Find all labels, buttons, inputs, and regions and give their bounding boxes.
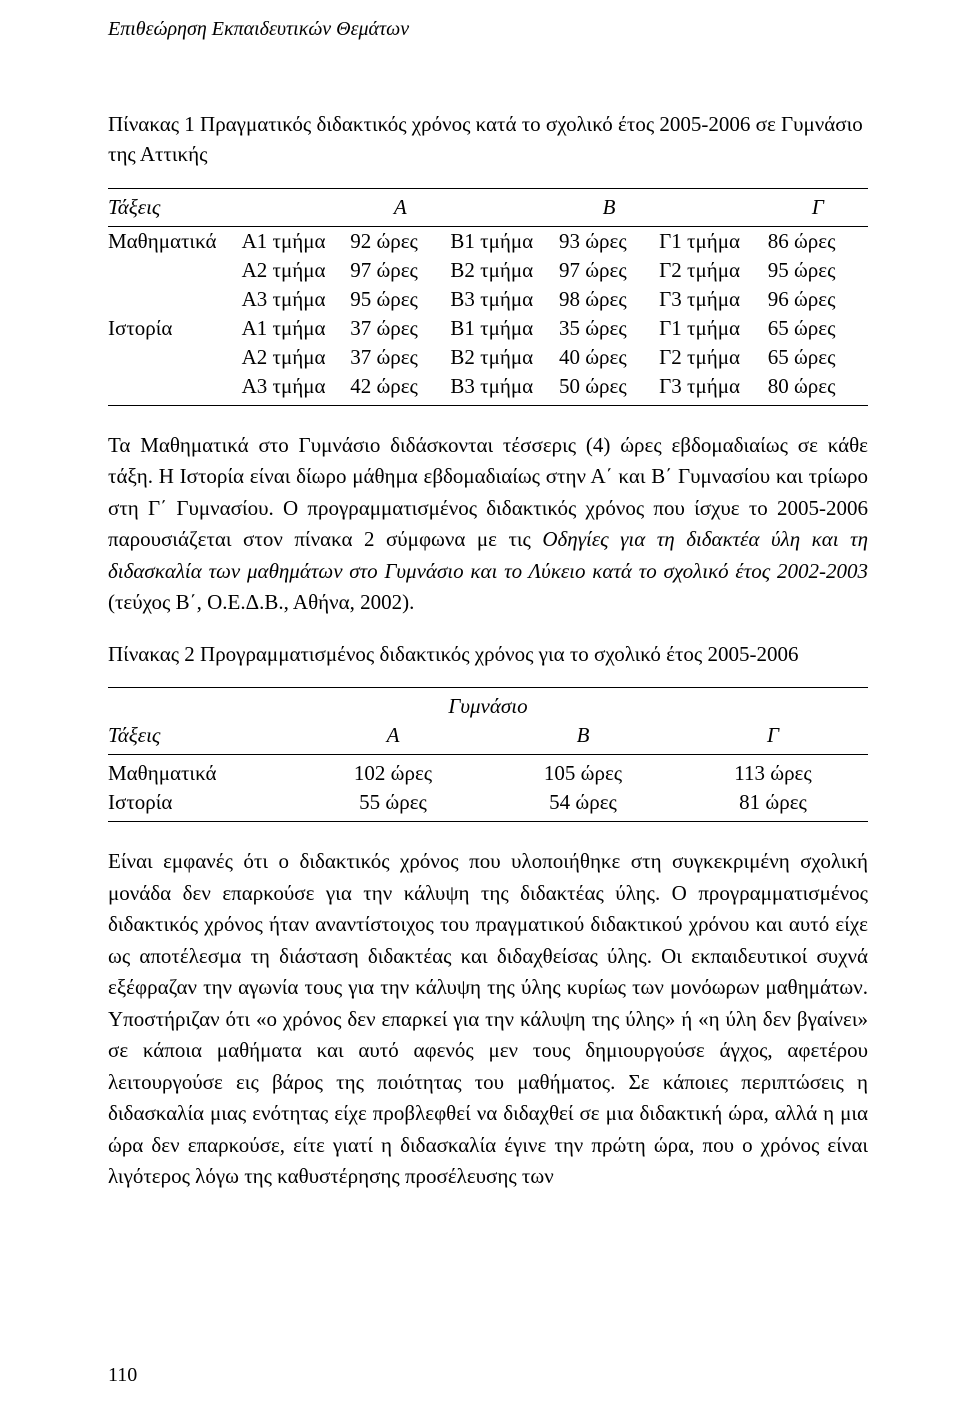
table1-cell: 65 ώρες	[768, 314, 868, 343]
table1-header-taxeis: Τάξεις	[108, 188, 242, 226]
table1-header-a: Α	[350, 188, 450, 226]
table2-header-b: Β	[488, 721, 678, 755]
table2-header-taxeis: Τάξεις	[108, 721, 298, 755]
table1-row: Α2 τμήμα 37 ώρες Β2 τμήμα 40 ώρες Γ2 τμή…	[108, 343, 868, 372]
table1-cell: 93 ώρες	[559, 226, 659, 256]
table1-cell: Α1 τμήμα	[242, 226, 351, 256]
table1-cell: 37 ώρες	[350, 343, 450, 372]
table1-cell: Γ2 τμήμα	[659, 256, 768, 285]
table1-cell: 40 ώρες	[559, 343, 659, 372]
table1-cell: 96 ώρες	[768, 285, 868, 314]
table2: Γυμνάσιο Τάξεις Α Β Γ Μαθηματικά 102 ώρε…	[108, 687, 868, 822]
table1-cell: Α2 τμήμα	[242, 343, 351, 372]
table1-cell: 95 ώρες	[350, 285, 450, 314]
table1-cell: Β2 τμήμα	[450, 343, 559, 372]
table1-subject: Μαθηματικά	[108, 226, 242, 256]
table1-header-row: Τάξεις Α Β Γ	[108, 188, 868, 226]
table1-cell: Α3 τμήμα	[242, 372, 351, 406]
table2-cell: Ιστορία	[108, 788, 298, 822]
table1-row: Α3 τμήμα 42 ώρες Β3 τμήμα 50 ώρες Γ3 τμή…	[108, 372, 868, 406]
table1-cell: 42 ώρες	[350, 372, 450, 406]
table1-header-c: Γ	[768, 188, 868, 226]
table1-cell: Γ3 τμήμα	[659, 372, 768, 406]
table1-cell: 35 ώρες	[559, 314, 659, 343]
table1-cell: Β3 τμήμα	[450, 372, 559, 406]
table1-header-b: Β	[559, 188, 659, 226]
table2-gymnasio: Γυμνάσιο	[108, 688, 868, 722]
table1-row: Μαθηματικά Α1 τμήμα 92 ώρες Β1 τμήμα 93 …	[108, 226, 868, 256]
table1: Τάξεις Α Β Γ Μαθηματικά Α1 τμήμα 92 ώρες…	[108, 188, 868, 406]
page-number: 110	[108, 1364, 137, 1387]
table2-cell: 55 ώρες	[298, 788, 488, 822]
table1-row: Ιστορία Α1 τμήμα 37 ώρες Β1 τμήμα 35 ώρε…	[108, 314, 868, 343]
page-header: Επιθεώρηση Εκπαιδευτικών Θεμάτων	[108, 18, 868, 41]
table1-cell: 95 ώρες	[768, 256, 868, 285]
table2-header-a: Α	[298, 721, 488, 755]
table2-caption: Πίνακας 2 Προγραμματισμένος διδακτικός χ…	[108, 639, 868, 669]
table1-cell: Γ2 τμήμα	[659, 343, 768, 372]
table1-cell: 97 ώρες	[350, 256, 450, 285]
table1-cell: 97 ώρες	[559, 256, 659, 285]
table1-cell: Α1 τμήμα	[242, 314, 351, 343]
table1-cell: Α3 τμήμα	[242, 285, 351, 314]
table1-cell: Α2 τμήμα	[242, 256, 351, 285]
table2-cell: 102 ώρες	[298, 755, 488, 789]
table2-header-c: Γ	[678, 721, 868, 755]
table2-row: Ιστορία 55 ώρες 54 ώρες 81 ώρες	[108, 788, 868, 822]
table1-cell: 65 ώρες	[768, 343, 868, 372]
table1-cell: Γ3 τμήμα	[659, 285, 768, 314]
table1-cell: 37 ώρες	[350, 314, 450, 343]
table2-cell: Μαθηματικά	[108, 755, 298, 789]
table2-cell: 81 ώρες	[678, 788, 868, 822]
table1-cell: 86 ώρες	[768, 226, 868, 256]
table1-subject: Ιστορία	[108, 314, 242, 343]
para1-text2: (τεύχος Β΄, Ο.Ε.Δ.Β., Αθήνα, 2002).	[108, 590, 414, 614]
table1-cell: 92 ώρες	[350, 226, 450, 256]
table1-cell: Γ1 τμήμα	[659, 226, 768, 256]
table1-cell: Β1 τμήμα	[450, 314, 559, 343]
table1-row: Α2 τμήμα 97 ώρες Β2 τμήμα 97 ώρες Γ2 τμή…	[108, 256, 868, 285]
table1-cell: 50 ώρες	[559, 372, 659, 406]
table1-caption: Πίνακας 1 Πραγματικός διδακτικός χρόνος …	[108, 109, 868, 170]
paragraph-1: Τα Μαθηματικά στο Γυμνάσιο διδάσκονται τ…	[108, 430, 868, 619]
table1-cell: Β3 τμήμα	[450, 285, 559, 314]
table1-cell: 80 ώρες	[768, 372, 868, 406]
table2-cell: 105 ώρες	[488, 755, 678, 789]
table2-cell: 54 ώρες	[488, 788, 678, 822]
table1-cell: Β1 τμήμα	[450, 226, 559, 256]
paragraph-2: Είναι εμφανές ότι ο διδακτικός χρόνος πο…	[108, 846, 868, 1193]
table2-row: Μαθηματικά 102 ώρες 105 ώρες 113 ώρες	[108, 755, 868, 789]
table1-cell: Β2 τμήμα	[450, 256, 559, 285]
table2-header-row: Τάξεις Α Β Γ	[108, 721, 868, 755]
table1-cell: 98 ώρες	[559, 285, 659, 314]
table2-gymnasio-row: Γυμνάσιο	[108, 688, 868, 722]
table2-cell: 113 ώρες	[678, 755, 868, 789]
table1-cell: Γ1 τμήμα	[659, 314, 768, 343]
page: Επιθεώρηση Εκπαιδευτικών Θεμάτων Πίνακας…	[0, 0, 960, 1409]
table1-row: Α3 τμήμα 95 ώρες Β3 τμήμα 98 ώρες Γ3 τμή…	[108, 285, 868, 314]
